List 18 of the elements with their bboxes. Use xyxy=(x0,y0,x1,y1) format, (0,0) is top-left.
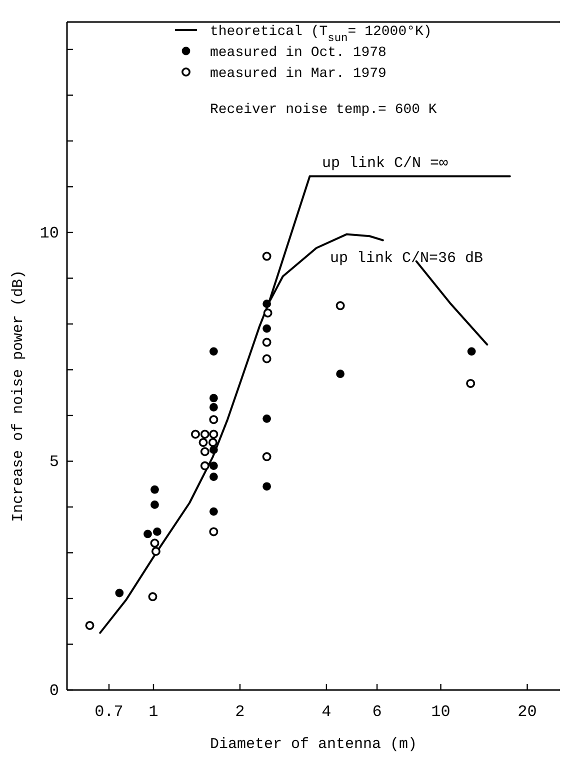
x-tick-label: 10 xyxy=(431,703,450,721)
x-tick-label: 0.7 xyxy=(94,703,124,721)
x-tick-label: 20 xyxy=(518,703,537,721)
x-tick-label: 4 xyxy=(322,703,332,721)
x-tick-label: 2 xyxy=(235,703,245,721)
x-tick-label: 6 xyxy=(372,703,382,721)
x-axis-title: Diameter of antenna (m) xyxy=(210,736,418,753)
legend-label: theoretical (T$_{sun}$= 12000°K) xyxy=(210,24,432,45)
annotation: Receiver noise temp.= 600 K xyxy=(210,102,438,118)
legend-label: measured in Oct. 1978 xyxy=(210,45,386,61)
y-tick-label: 0 xyxy=(49,682,59,700)
y-tick-label: 10 xyxy=(40,224,59,242)
y-axis-title: Increase of noise power (dB) xyxy=(10,270,27,522)
x-tick-label: 1 xyxy=(148,703,158,721)
annotation: up link C/N =∞ xyxy=(322,155,448,172)
y-tick-label: 5 xyxy=(49,453,59,472)
legend-label: measured in Mar. 1979 xyxy=(210,66,386,82)
annotation: up link C/N=36 dB xyxy=(330,250,484,267)
